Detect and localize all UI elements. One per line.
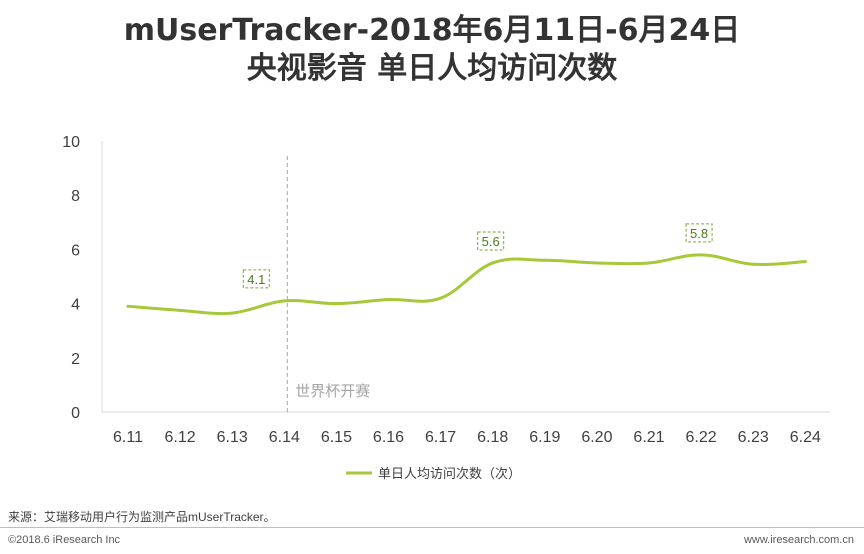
x-tick-label: 6.19: [529, 429, 560, 446]
copyright-text: ©2018.6 iResearch Inc: [8, 534, 121, 546]
data-point: [178, 308, 182, 312]
data-point: [699, 253, 703, 257]
data-point: [126, 304, 130, 308]
x-tick-label: 6.16: [373, 429, 404, 446]
y-tick-label: 10: [62, 134, 80, 151]
x-tick-label: 6.12: [165, 429, 196, 446]
data-point: [439, 296, 443, 300]
data-point: [491, 261, 495, 265]
data-label: 5.8: [690, 226, 708, 241]
y-tick-label: 0: [71, 405, 80, 422]
data-point: [751, 262, 755, 266]
x-tick-label: 6.13: [217, 429, 248, 446]
data-point: [543, 258, 547, 262]
y-tick-label: 6: [71, 242, 80, 259]
chart-title-line1: mUserTracker-2018年6月11日-6月24日: [123, 13, 741, 48]
x-tick-label: 6.11: [113, 429, 143, 446]
y-tick-label: 8: [71, 188, 80, 205]
data-label-box: [477, 231, 505, 251]
x-tick-label: 6.18: [477, 429, 508, 446]
website-text: www.iresearch.com.cn: [743, 534, 854, 546]
x-tick-label: 6.20: [581, 429, 612, 446]
data-point: [334, 302, 338, 306]
annotation-label: 世界杯开赛: [295, 383, 370, 400]
x-tick-label: 6.23: [738, 429, 769, 446]
source-note: 来源：艾瑞移动用户行为监测产品mUserTracker。: [8, 510, 276, 524]
x-tick-label: 6.22: [686, 429, 717, 446]
data-label-box: [242, 269, 270, 289]
data-point: [282, 299, 286, 303]
x-tick-label: 6.15: [321, 429, 352, 446]
data-point: [387, 298, 390, 302]
data-point: [595, 261, 599, 265]
x-tick-label: 6.21: [633, 429, 664, 446]
data-point: [647, 261, 651, 265]
data-label: 4.1: [247, 272, 265, 287]
x-tick-label: 6.17: [425, 429, 456, 446]
y-tick-label: 2: [71, 351, 80, 368]
data-label-box: [685, 223, 713, 243]
series-line: [126, 253, 807, 316]
chart-title-line2: 央视影音 单日人均访问次数: [246, 51, 618, 86]
data-label: 5.6: [482, 234, 500, 249]
x-tick-label: 6.24: [790, 429, 821, 446]
footer-divider: [0, 527, 864, 528]
y-tick-label: 4: [71, 297, 80, 314]
data-point: [230, 311, 234, 315]
data-point: [803, 260, 807, 264]
x-tick-label: 6.14: [269, 429, 300, 446]
legend-label: 单日人均访问次数（次）: [378, 466, 521, 481]
